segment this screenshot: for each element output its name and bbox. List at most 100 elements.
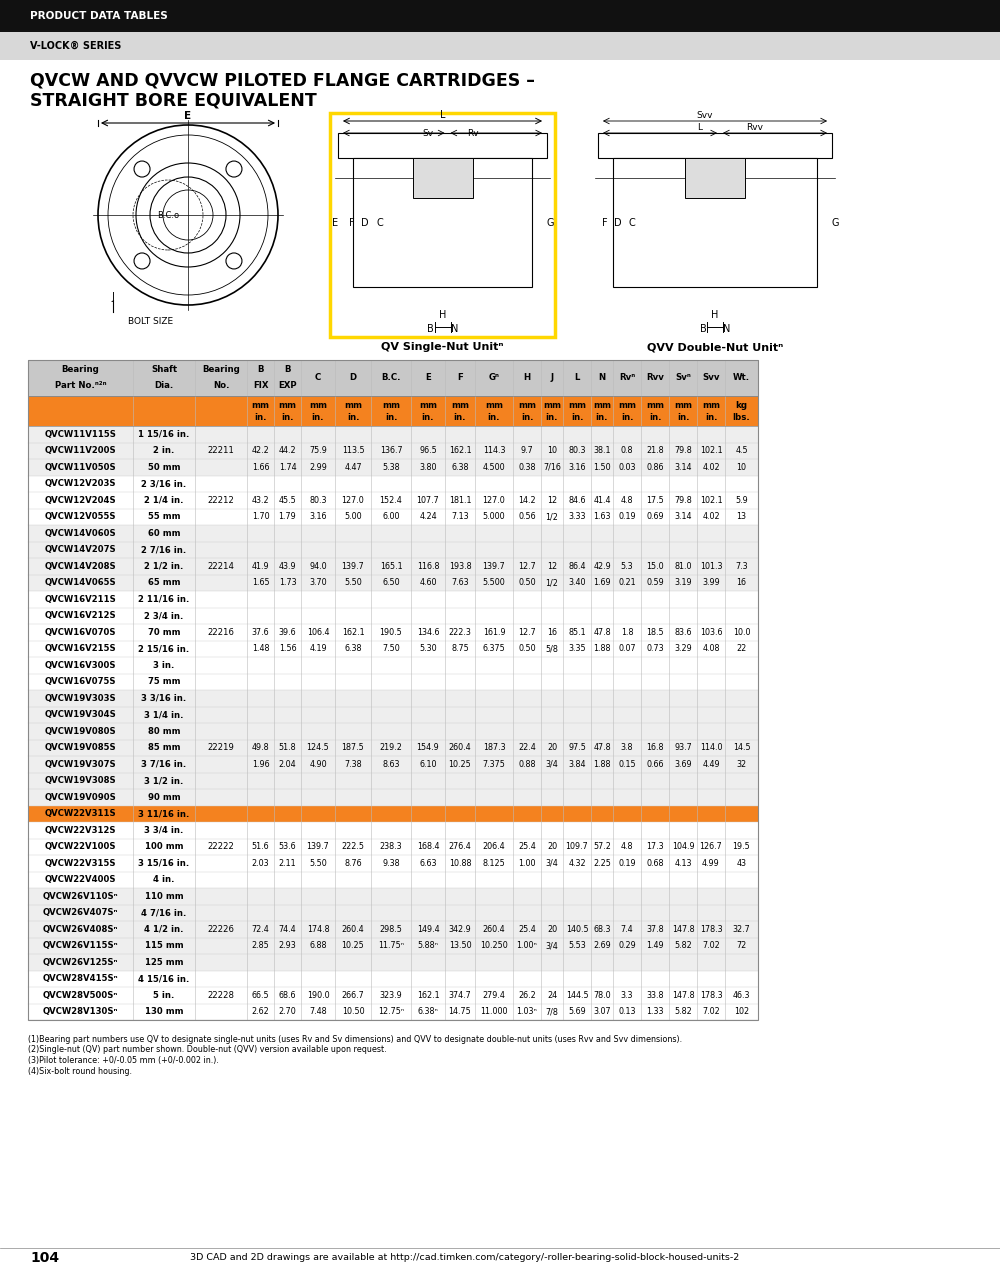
Text: 50 mm: 50 mm bbox=[148, 463, 180, 472]
Text: mm: mm bbox=[674, 401, 692, 410]
Text: 0.68: 0.68 bbox=[646, 859, 664, 868]
Text: 39.6: 39.6 bbox=[279, 627, 296, 636]
Text: 10.88: 10.88 bbox=[449, 859, 471, 868]
Text: 5.50: 5.50 bbox=[344, 579, 362, 588]
Text: 109.7: 109.7 bbox=[566, 842, 588, 851]
Bar bbox=[28, 443, 758, 460]
Text: 86.4: 86.4 bbox=[568, 562, 586, 571]
Text: 84.6: 84.6 bbox=[568, 495, 586, 504]
Text: mm: mm bbox=[419, 401, 437, 410]
Text: QVCW22V100S: QVCW22V100S bbox=[45, 842, 116, 851]
Text: 102: 102 bbox=[734, 1007, 749, 1016]
Text: N: N bbox=[723, 324, 731, 334]
Text: 0.19: 0.19 bbox=[618, 512, 636, 521]
Text: 5.9: 5.9 bbox=[735, 495, 748, 504]
Text: in.: in. bbox=[254, 413, 267, 422]
Text: 9.7: 9.7 bbox=[521, 447, 533, 456]
Text: 4 in.: 4 in. bbox=[153, 876, 175, 884]
Text: 17.3: 17.3 bbox=[646, 842, 664, 851]
Text: 114.3: 114.3 bbox=[483, 447, 505, 456]
Text: 4 15/16 in.: 4 15/16 in. bbox=[138, 974, 190, 983]
Text: 323.9: 323.9 bbox=[380, 991, 402, 1000]
Text: 1.74: 1.74 bbox=[279, 463, 296, 472]
Text: 41.4: 41.4 bbox=[593, 495, 611, 504]
Text: QVCW26V125Sⁿ: QVCW26V125Sⁿ bbox=[43, 957, 118, 966]
Bar bbox=[28, 508, 758, 525]
Text: 24: 24 bbox=[547, 991, 557, 1000]
Text: mm: mm bbox=[382, 401, 400, 410]
Text: Svⁿ: Svⁿ bbox=[675, 374, 691, 383]
Bar bbox=[28, 970, 758, 987]
Text: 22226: 22226 bbox=[208, 924, 234, 933]
Text: 6.50: 6.50 bbox=[382, 579, 400, 588]
Bar bbox=[598, 133, 832, 157]
Text: 0.59: 0.59 bbox=[646, 579, 664, 588]
Bar bbox=[28, 525, 758, 541]
Text: F: F bbox=[457, 374, 463, 383]
Text: 44.2: 44.2 bbox=[279, 447, 296, 456]
Text: 43.2: 43.2 bbox=[252, 495, 269, 504]
Bar bbox=[28, 673, 758, 690]
Text: 10.25: 10.25 bbox=[342, 941, 364, 950]
Text: F: F bbox=[349, 218, 355, 228]
Text: 5 in.: 5 in. bbox=[153, 991, 175, 1000]
Text: QVCW14V065S: QVCW14V065S bbox=[45, 579, 116, 588]
Text: 190.0: 190.0 bbox=[307, 991, 329, 1000]
Text: 9.38: 9.38 bbox=[382, 859, 400, 868]
Text: mm: mm bbox=[646, 401, 664, 410]
Text: 22214: 22214 bbox=[208, 562, 234, 571]
Text: 5.53: 5.53 bbox=[568, 941, 586, 950]
Text: QVCW12V055S: QVCW12V055S bbox=[45, 512, 116, 521]
Text: B: B bbox=[257, 366, 264, 375]
Text: 14.5: 14.5 bbox=[733, 744, 750, 753]
Text: 3.80: 3.80 bbox=[419, 463, 437, 472]
Text: 125 mm: 125 mm bbox=[145, 957, 183, 966]
Text: 66.5: 66.5 bbox=[252, 991, 269, 1000]
Text: 3.70: 3.70 bbox=[309, 579, 327, 588]
Text: 3 1/2 in.: 3 1/2 in. bbox=[144, 776, 184, 785]
Text: 0.86: 0.86 bbox=[646, 463, 664, 472]
Text: 134.6: 134.6 bbox=[417, 627, 439, 636]
Text: 20: 20 bbox=[547, 924, 557, 933]
Text: in.: in. bbox=[571, 413, 583, 422]
Text: mm: mm bbox=[252, 401, 270, 410]
Text: 279.4: 279.4 bbox=[483, 991, 505, 1000]
Text: 12: 12 bbox=[547, 562, 557, 571]
Text: QVCW16V070S: QVCW16V070S bbox=[45, 627, 116, 636]
Text: 37.8: 37.8 bbox=[646, 924, 664, 933]
Text: 2.04: 2.04 bbox=[279, 760, 296, 769]
Text: 374.7: 374.7 bbox=[449, 991, 471, 1000]
Text: mm: mm bbox=[618, 401, 636, 410]
Bar bbox=[28, 640, 758, 657]
Text: H: H bbox=[439, 310, 446, 320]
Text: 101.3: 101.3 bbox=[700, 562, 722, 571]
Bar bbox=[28, 987, 758, 1004]
Text: 260.4: 260.4 bbox=[342, 924, 364, 933]
Text: mm: mm bbox=[451, 401, 469, 410]
Text: 83.6: 83.6 bbox=[674, 627, 692, 636]
Text: 8.76: 8.76 bbox=[344, 859, 362, 868]
Text: 14.2: 14.2 bbox=[518, 495, 536, 504]
Text: 7/8: 7/8 bbox=[546, 1007, 558, 1016]
Text: 266.7: 266.7 bbox=[342, 991, 364, 1000]
Text: N: N bbox=[451, 324, 458, 334]
Text: Svv: Svv bbox=[702, 374, 720, 383]
Bar bbox=[613, 157, 817, 287]
Text: 3.07: 3.07 bbox=[593, 1007, 611, 1016]
Bar bbox=[28, 805, 758, 822]
Text: lbs.: lbs. bbox=[733, 413, 750, 422]
Text: 7.63: 7.63 bbox=[451, 579, 469, 588]
Text: 106.4: 106.4 bbox=[307, 627, 329, 636]
Text: QVCW12V204S: QVCW12V204S bbox=[45, 495, 116, 504]
Text: 41.9: 41.9 bbox=[252, 562, 269, 571]
Text: 6.38: 6.38 bbox=[344, 644, 362, 653]
Text: 81.0: 81.0 bbox=[674, 562, 692, 571]
Text: 12.7: 12.7 bbox=[518, 562, 536, 571]
Bar bbox=[685, 157, 745, 198]
Text: QVCW AND QVVCW PILOTED FLANGE CARTRIDGES –: QVCW AND QVVCW PILOTED FLANGE CARTRIDGES… bbox=[30, 70, 535, 90]
Text: 136.7: 136.7 bbox=[380, 447, 402, 456]
Text: 4.47: 4.47 bbox=[344, 463, 362, 472]
Bar bbox=[28, 396, 758, 426]
Bar bbox=[28, 922, 758, 937]
Text: Dia.: Dia. bbox=[154, 381, 174, 390]
